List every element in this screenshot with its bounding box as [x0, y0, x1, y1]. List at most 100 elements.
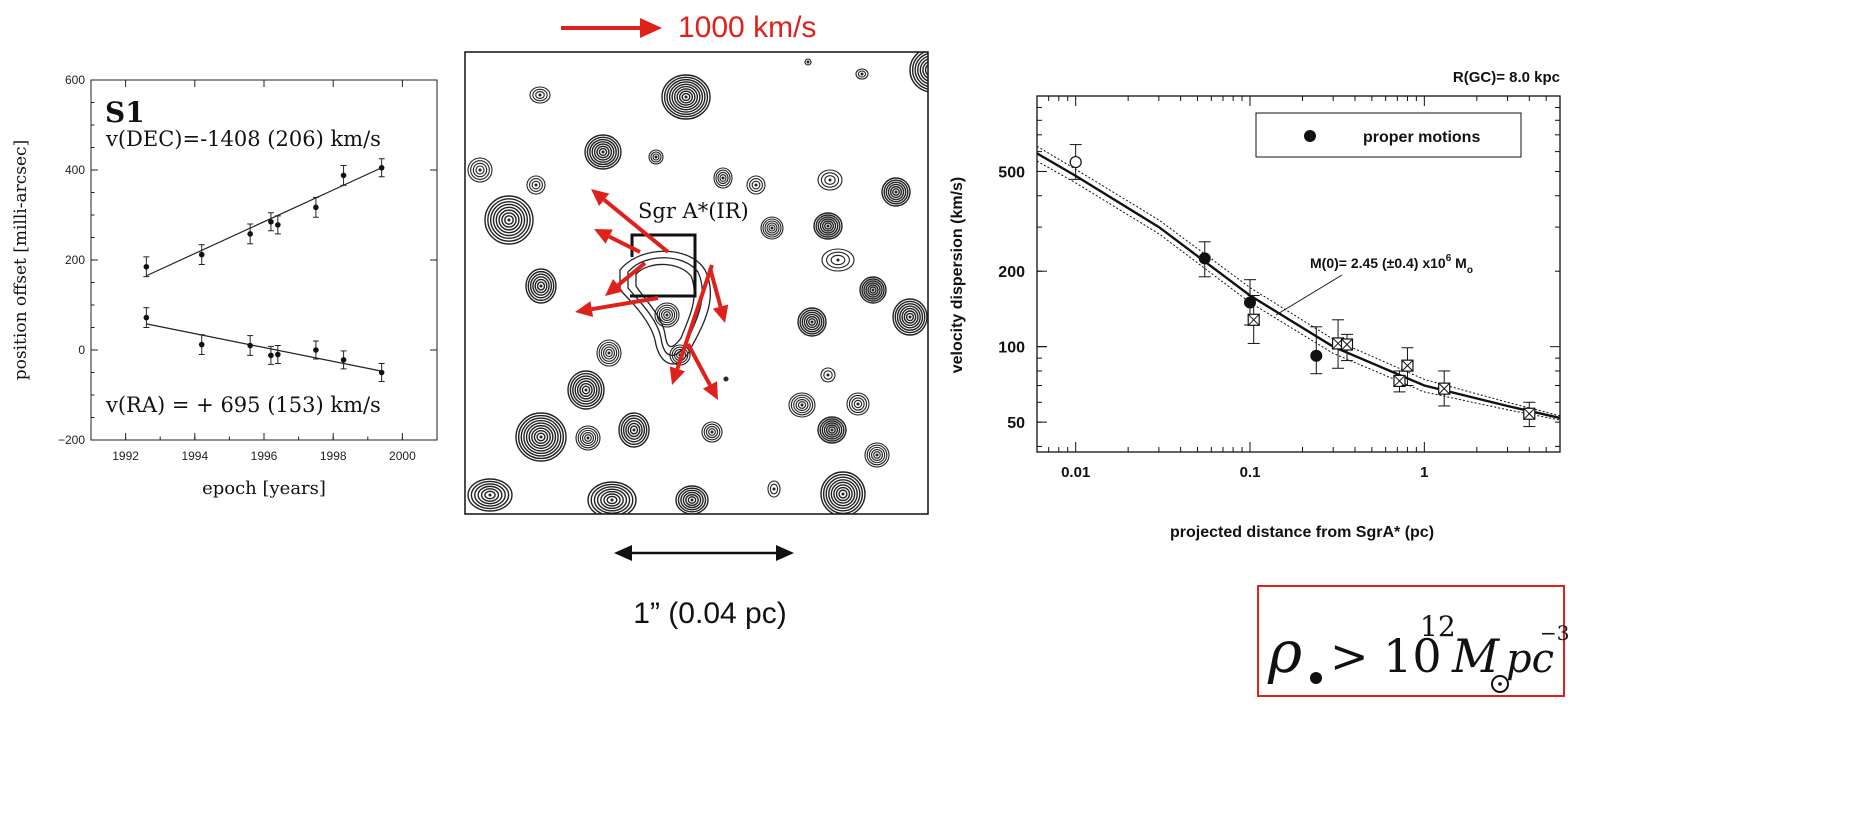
- contour-ring: [650, 151, 662, 163]
- contour-ring: [685, 493, 699, 507]
- contour-ring: [861, 278, 885, 302]
- contour-ring: [596, 339, 622, 367]
- legend-label: proper motions: [1363, 129, 1480, 146]
- model-curve-solid: [1036, 152, 1561, 420]
- contour-ring: [489, 200, 529, 240]
- contour-ring: [668, 81, 704, 113]
- proper-motion-arrow: [591, 296, 659, 312]
- contour-peak: [478, 168, 482, 172]
- contour-peak: [841, 492, 845, 496]
- contour-ring: [808, 318, 816, 326]
- contour-peak: [800, 403, 804, 407]
- contour-peak: [601, 150, 605, 154]
- contour-ring: [520, 417, 562, 457]
- annotation-pointer: [1275, 274, 1343, 316]
- contour-ring: [790, 394, 814, 416]
- contour-ring: [881, 177, 911, 207]
- contour-ring: [817, 169, 843, 191]
- proper-motion-arrowhead: [591, 189, 610, 206]
- mass-annotation-m: M: [1455, 255, 1467, 271]
- contour-ring: [821, 420, 843, 440]
- contour-ring: [708, 428, 716, 436]
- left-fit-line-0: [146, 167, 382, 277]
- contour-ring: [701, 421, 723, 443]
- contour-ring: [751, 180, 761, 190]
- right-xtick-label: 1: [1420, 464, 1428, 481]
- right-point-filled: [1198, 252, 1211, 265]
- contour-ring: [577, 427, 599, 449]
- contour-ring: [531, 180, 541, 190]
- contour-ring: [922, 61, 928, 79]
- contour-ring: [671, 83, 701, 111]
- contour-ring: [885, 181, 907, 203]
- right-point-open: [1069, 155, 1082, 169]
- contour-ring: [715, 169, 731, 187]
- formula-rho: ρ: [1267, 618, 1302, 686]
- proper-motion-arrow: [686, 343, 712, 386]
- contour-ring: [596, 145, 610, 159]
- contour-ring: [677, 487, 707, 513]
- left-ytick-label: 400: [65, 163, 85, 177]
- right-ytick-label: 50: [1007, 415, 1025, 432]
- contour-ring: [824, 175, 836, 185]
- contour-ring: [528, 424, 554, 450]
- contour-peak: [860, 72, 864, 76]
- contour-ring: [517, 414, 565, 460]
- contour-ring: [467, 157, 493, 183]
- contour-peak: [710, 430, 714, 434]
- contour-ring: [515, 412, 567, 462]
- left-data-point: [378, 369, 385, 376]
- formula-sun-symbol: [1491, 675, 1509, 693]
- contour-ring: [470, 160, 490, 180]
- contour-ring: [598, 341, 620, 365]
- right-point-filled: [1244, 296, 1257, 309]
- contour-peak: [632, 428, 636, 432]
- proper-motion-arrowhead: [712, 304, 729, 323]
- contour-peak: [830, 428, 834, 432]
- contour-ring: [598, 147, 608, 157]
- model-curve-dotted-lower: [1036, 160, 1561, 421]
- contour-ring: [853, 399, 863, 409]
- right-point-filled: [1310, 349, 1323, 362]
- contour-ring: [914, 52, 928, 88]
- contour-ring: [504, 215, 514, 225]
- contour-ring: [529, 273, 553, 299]
- contour-ring: [762, 218, 782, 238]
- contour-ring: [805, 315, 819, 329]
- right-xtick-label: 0.1: [1240, 464, 1261, 481]
- contour-ring: [719, 174, 727, 182]
- contour-peak: [908, 315, 912, 319]
- contour-peak: [871, 288, 875, 292]
- contour-peak: [654, 155, 658, 159]
- contour-ring: [676, 88, 696, 106]
- right-point-boxed-cross: [1247, 313, 1260, 326]
- contour-ring: [535, 91, 545, 99]
- contour-ring: [480, 488, 500, 502]
- contour-ring: [584, 434, 592, 442]
- right-point-boxed-cross: [1401, 359, 1414, 372]
- contour-ring: [658, 306, 676, 324]
- formula-unit-exponent: −3: [1540, 621, 1569, 645]
- contour-ring: [866, 444, 888, 466]
- contour-ring: [593, 143, 613, 161]
- contour-ring: [905, 312, 915, 322]
- proper-motion-arrowhead: [594, 229, 613, 244]
- contour-ring: [857, 70, 867, 78]
- contour-peak: [684, 95, 688, 99]
- contour-ring: [896, 303, 924, 331]
- left-xlabel: epoch [years]: [202, 478, 326, 499]
- contour-peak: [772, 487, 776, 491]
- contour-ring: [589, 138, 617, 166]
- left-xtick-label: 1992: [112, 449, 139, 463]
- contour-map-panel: 1000 km/s Sgr A*(IR) 1” (0.04 pc): [464, 11, 929, 630]
- contour-ring: [472, 162, 488, 178]
- contour-ring: [723, 376, 729, 382]
- contour-ring: [797, 307, 827, 337]
- contour-ring: [835, 486, 851, 502]
- contour-ring: [593, 486, 631, 514]
- right-axis-ticks: 0.01 0.1 1 50 100 200 500: [998, 96, 1561, 481]
- contour-ring: [470, 480, 510, 510]
- distance-scale-label: 1” (0.04 pc): [633, 597, 786, 630]
- contour-ring: [848, 394, 868, 414]
- proper-motion-arrow: [708, 267, 723, 308]
